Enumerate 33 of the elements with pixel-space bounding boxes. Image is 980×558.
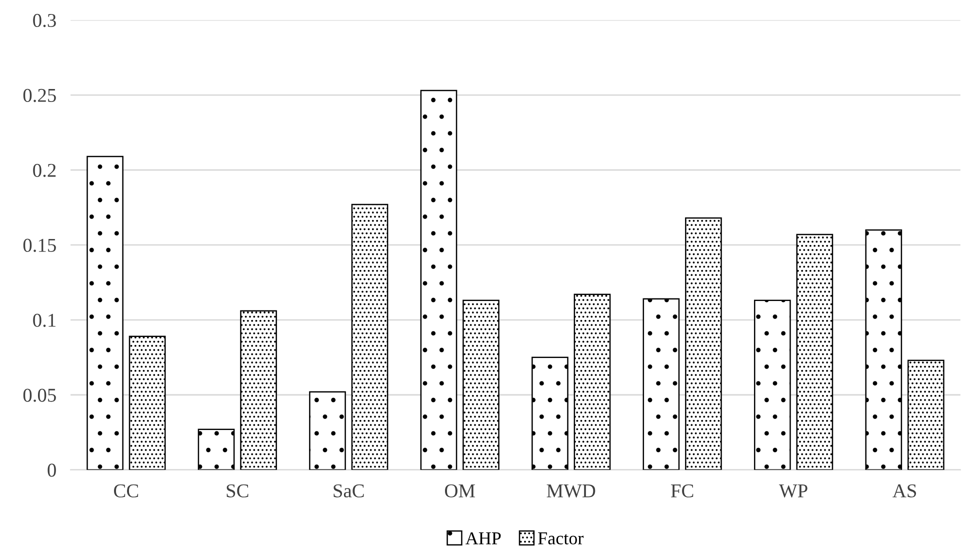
x-tick-label: CC (114, 484, 138, 498)
bar (240, 310, 277, 470)
bar (420, 90, 458, 470)
x-tick-label: FC (670, 484, 694, 498)
y-tick-label: 0.25 (23, 88, 56, 102)
bar (907, 360, 944, 470)
x-tick-label: SaC (334, 484, 364, 498)
bar (351, 204, 388, 470)
bar (685, 217, 722, 470)
bar (462, 300, 500, 470)
y-tick-label: 0 (48, 464, 56, 477)
x-tick-label: OM (445, 484, 475, 498)
x-tick-label: WP (778, 484, 808, 498)
x-tick-label: SC (226, 484, 248, 498)
bar (86, 156, 124, 470)
bar (754, 300, 791, 470)
y-tick-label: 0.15 (23, 238, 56, 252)
bar (309, 391, 346, 470)
legend-label: Factor (538, 532, 584, 544)
x-tick-label: MWD (546, 484, 596, 498)
bar (574, 294, 611, 470)
x-tick-label: AS (892, 484, 916, 498)
legend-label: AHP (466, 532, 501, 544)
bar (198, 428, 235, 470)
bar (642, 298, 680, 470)
bar (796, 234, 834, 470)
y-tick-label: 0.05 (23, 388, 56, 402)
bar (128, 336, 166, 470)
bar (532, 356, 568, 470)
bar (865, 229, 902, 470)
y-tick-label: 0.1 (33, 314, 56, 327)
y-tick-label: 0.3 (33, 14, 56, 28)
y-tick-label: 0.2 (33, 164, 56, 178)
